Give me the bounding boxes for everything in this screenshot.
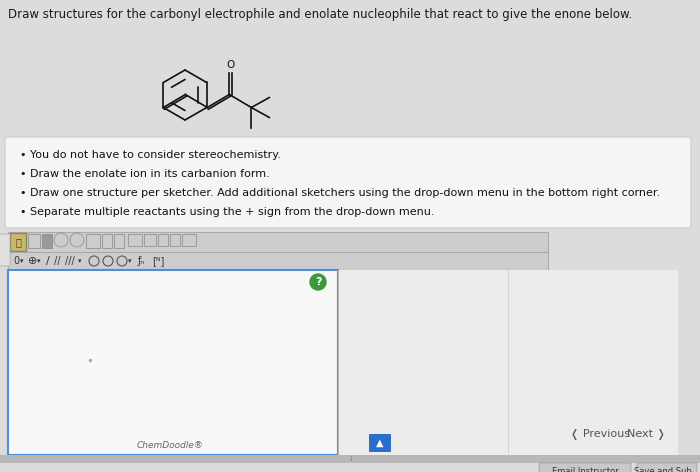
FancyBboxPatch shape bbox=[0, 234, 10, 266]
FancyBboxPatch shape bbox=[637, 463, 697, 472]
Bar bbox=[338, 270, 678, 455]
Text: Next ❭: Next ❭ bbox=[627, 430, 666, 440]
Bar bbox=[28, 234, 40, 248]
Text: ❬ Previous: ❬ Previous bbox=[570, 430, 630, 440]
Bar bbox=[86, 234, 100, 248]
Bar bbox=[158, 234, 168, 246]
Bar bbox=[144, 234, 156, 246]
Text: ✋: ✋ bbox=[15, 237, 21, 247]
Text: • Separate multiple reactants using the + sign from the drop-down menu.: • Separate multiple reactants using the … bbox=[20, 207, 435, 217]
Bar bbox=[8, 252, 548, 270]
Text: Save and Sub...: Save and Sub... bbox=[634, 467, 700, 472]
Text: ▾: ▾ bbox=[37, 258, 41, 264]
Text: ▾: ▾ bbox=[128, 258, 132, 264]
Text: ▾: ▾ bbox=[78, 258, 81, 264]
Text: ///: /// bbox=[65, 256, 75, 266]
Bar bbox=[10, 233, 26, 251]
Text: • Draw the enolate ion in its carbanion form.: • Draw the enolate ion in its carbanion … bbox=[20, 169, 270, 179]
Text: [ᴺ]: [ᴺ] bbox=[152, 256, 164, 266]
Bar bbox=[114, 234, 124, 248]
Text: 0: 0 bbox=[13, 256, 19, 266]
Text: ▲: ▲ bbox=[377, 438, 384, 448]
Bar bbox=[42, 234, 52, 248]
Text: Email Instructor: Email Instructor bbox=[552, 467, 618, 472]
Text: //: // bbox=[54, 256, 60, 266]
Circle shape bbox=[54, 233, 68, 247]
FancyBboxPatch shape bbox=[539, 463, 631, 472]
Bar bbox=[102, 234, 112, 248]
Text: Draw structures for the carbonyl electrophile and enolate nucleophile that react: Draw structures for the carbonyl electro… bbox=[8, 8, 632, 21]
Text: ⊕: ⊕ bbox=[28, 256, 37, 266]
Bar bbox=[8, 270, 338, 455]
Text: ▾: ▾ bbox=[20, 258, 24, 264]
FancyBboxPatch shape bbox=[369, 434, 391, 452]
Bar bbox=[0, 455, 700, 463]
Bar bbox=[8, 232, 548, 252]
Text: 1: 1 bbox=[348, 456, 352, 462]
FancyBboxPatch shape bbox=[5, 137, 691, 228]
Text: • You do not have to consider stereochemistry.: • You do not have to consider stereochem… bbox=[20, 150, 281, 160]
Text: ƒₙ: ƒₙ bbox=[138, 256, 146, 266]
Bar bbox=[170, 234, 180, 246]
Text: O: O bbox=[226, 59, 234, 69]
Bar bbox=[128, 234, 142, 246]
Bar bbox=[182, 234, 196, 246]
Text: /: / bbox=[46, 256, 50, 266]
Circle shape bbox=[310, 274, 326, 290]
Text: • Draw one structure per sketcher. Add additional sketchers using the drop-down : • Draw one structure per sketcher. Add a… bbox=[20, 188, 660, 198]
Text: ChemDoodle®: ChemDoodle® bbox=[136, 441, 204, 450]
Circle shape bbox=[70, 233, 84, 247]
Bar bbox=[12, 234, 26, 248]
Text: ?: ? bbox=[315, 277, 321, 287]
